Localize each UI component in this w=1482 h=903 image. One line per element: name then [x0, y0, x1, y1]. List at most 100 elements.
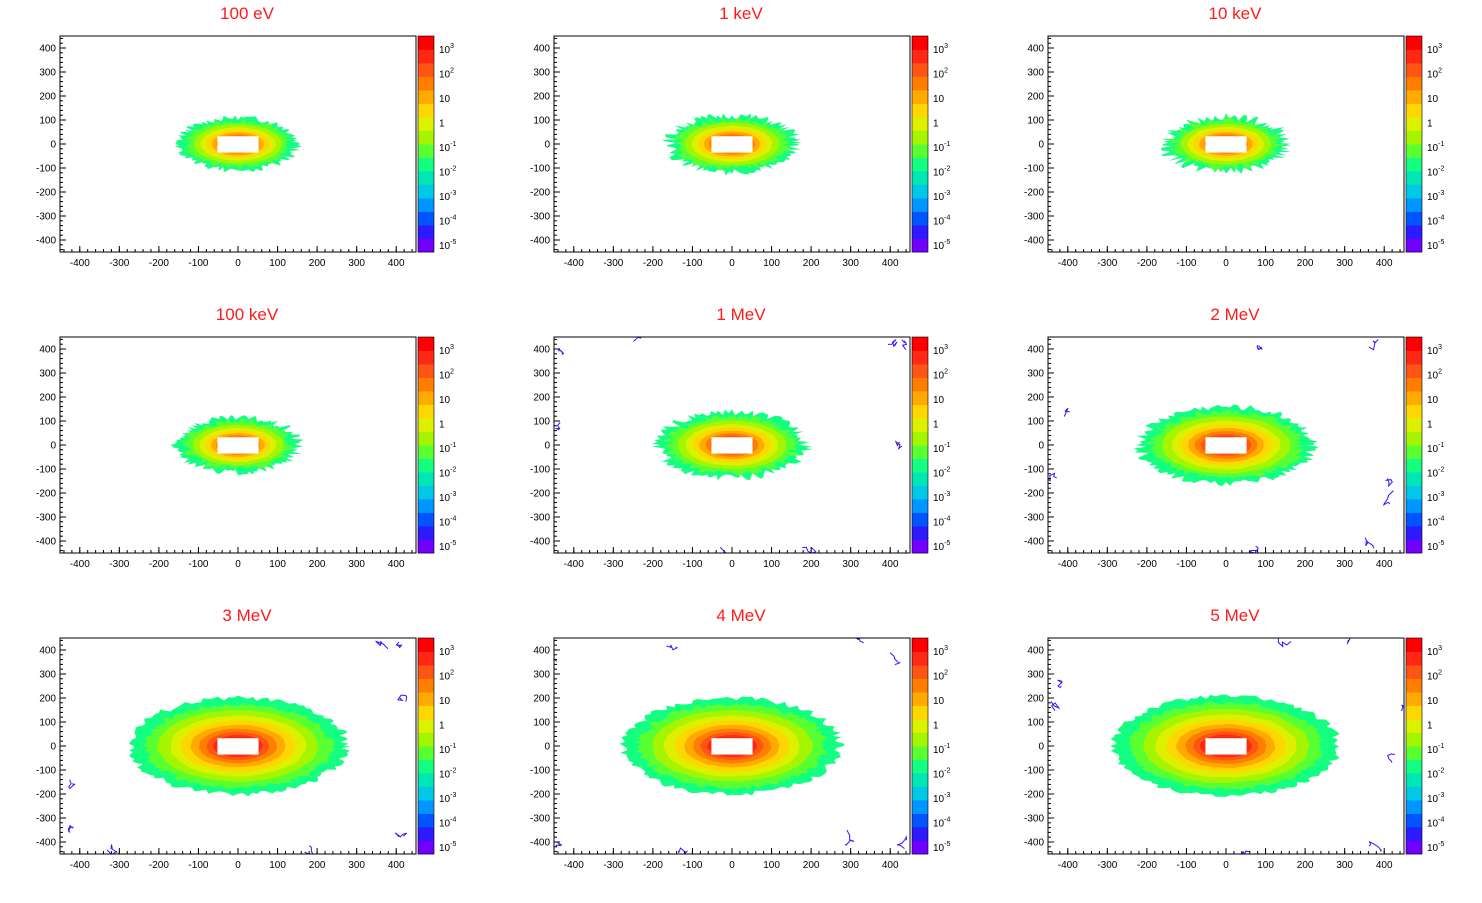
colorbar-label: 10-5 — [933, 540, 950, 553]
heatmap-panel: 100 keV -400 -300 -200 -100 0 100 200 300 400 400 3… — [0, 301, 494, 602]
colorbar-label: 10 — [933, 395, 945, 406]
colorbar-label: 102 — [933, 369, 948, 382]
colorbar-band — [418, 458, 434, 466]
colorbar-band — [912, 364, 928, 372]
y-tick-label: 400 — [39, 44, 56, 55]
colorbar-band — [912, 478, 928, 486]
colorbar-band — [1406, 391, 1422, 399]
colorbar-label: 1 — [933, 119, 939, 130]
colorbar-band — [418, 391, 434, 399]
colorbar-label: 10-4 — [933, 215, 950, 228]
colorbar-band — [418, 337, 434, 345]
colorbar-band — [912, 164, 928, 172]
colorbar-band — [1406, 820, 1422, 828]
colorbar-label: 10-3 — [1427, 491, 1444, 504]
edge-trail — [1385, 478, 1393, 488]
colorbar-band — [1406, 96, 1422, 104]
colorbar-label: 10-5 — [439, 540, 456, 553]
colorbar-band — [418, 512, 434, 520]
edge-trail — [1248, 545, 1259, 553]
colorbar-band — [418, 164, 434, 172]
x-tick-label: 200 — [803, 860, 820, 871]
colorbar-label: 1 — [1427, 420, 1433, 431]
x-tick-label: 300 — [842, 559, 859, 570]
y-tick-label: -100 — [530, 164, 550, 175]
x-tick-label: 0 — [235, 860, 241, 871]
colorbar-band — [1406, 725, 1422, 733]
heatmap-panel: 1 keV -400 -300 -200 -100 0 100 200 300 400 400 300… — [494, 0, 988, 301]
colorbar-band — [418, 418, 434, 426]
y-tick-label: -100 — [36, 164, 56, 175]
colorbar-band — [912, 56, 928, 64]
y-tick-label: 0 — [50, 441, 56, 452]
colorbar-band — [912, 685, 928, 693]
colorbar-band — [1406, 137, 1422, 145]
colorbar-band — [1406, 110, 1422, 118]
colorbar-label: 103 — [439, 344, 454, 357]
colorbar-label: 102 — [1427, 670, 1442, 683]
colorbar-band — [1406, 485, 1422, 493]
colorbar-band — [418, 746, 434, 754]
x-tick-label: 300 — [1336, 258, 1353, 269]
colorbar-label: 10-4 — [1427, 215, 1444, 228]
colorbar-band — [912, 458, 928, 466]
x-tick-label: 0 — [235, 559, 241, 570]
colorbar-band — [418, 505, 434, 513]
x-tick-label: -100 — [682, 258, 702, 269]
colorbar-band — [912, 725, 928, 733]
y-tick-label: -100 — [36, 465, 56, 476]
panel-title: 3 MeV — [222, 606, 272, 625]
y-tick-label: -300 — [36, 814, 56, 825]
colorbar-band — [418, 76, 434, 84]
colorbar-band — [418, 526, 434, 534]
colorbar-band — [912, 204, 928, 212]
x-tick-label: -100 — [1176, 258, 1196, 269]
colorbar-band — [1406, 492, 1422, 500]
colorbar-band — [912, 384, 928, 392]
x-tick-label: 300 — [1336, 860, 1353, 871]
x-tick-label: 400 — [1376, 258, 1393, 269]
colorbar-band — [1406, 671, 1422, 679]
colorbar-band — [418, 644, 434, 652]
colorbar-label: 10-3 — [933, 491, 950, 504]
y-tick-label: -200 — [36, 188, 56, 199]
colorbar-band — [1406, 732, 1422, 740]
y-tick-label: 100 — [1027, 116, 1044, 127]
y-tick-label: -400 — [530, 838, 550, 849]
x-tick-label: -400 — [1058, 860, 1078, 871]
colorbar-band — [1406, 198, 1422, 206]
colorbar-band — [912, 245, 928, 253]
colorbar-label: 10 — [933, 94, 945, 105]
x-tick-label: -400 — [70, 860, 90, 871]
colorbar-label: 10-3 — [1427, 792, 1444, 805]
colorbar-band — [1406, 773, 1422, 781]
colorbar-band — [912, 123, 928, 131]
colorbar-band — [418, 685, 434, 693]
colorbar-band — [912, 505, 928, 513]
colorbar-band — [912, 840, 928, 848]
colorbar-band — [418, 171, 434, 179]
x-tick-label: 400 — [388, 559, 405, 570]
colorbar-label: 102 — [439, 369, 454, 382]
x-tick-label: 100 — [763, 860, 780, 871]
colorbar-band — [912, 833, 928, 841]
colorbar-band — [1406, 370, 1422, 378]
edge-trail — [557, 348, 565, 355]
colorbar-band — [1406, 519, 1422, 527]
colorbar-band — [1406, 337, 1422, 345]
y-tick-label: 200 — [39, 694, 56, 705]
x-tick-label: 200 — [1297, 860, 1314, 871]
colorbar-band — [1406, 397, 1422, 405]
edge-trail — [68, 779, 76, 790]
colorbar-band — [912, 391, 928, 399]
colorbar-band — [912, 350, 928, 358]
colorbar-band — [418, 678, 434, 686]
heatmap-panel: 10 keV -400 -300 -200 -100 0 100 200 300 400 400 30… — [988, 0, 1482, 301]
edge-trail — [555, 841, 563, 847]
x-tick-label: 0 — [1223, 860, 1229, 871]
colorbar-label: 10-3 — [439, 491, 456, 504]
x-tick-label: 0 — [1223, 258, 1229, 269]
colorbar-band — [418, 83, 434, 91]
colorbar-band — [1406, 90, 1422, 98]
heatmap-svg: -400 -300 -200 -100 0 100 200 300 40040030020010… — [1024, 336, 1444, 570]
